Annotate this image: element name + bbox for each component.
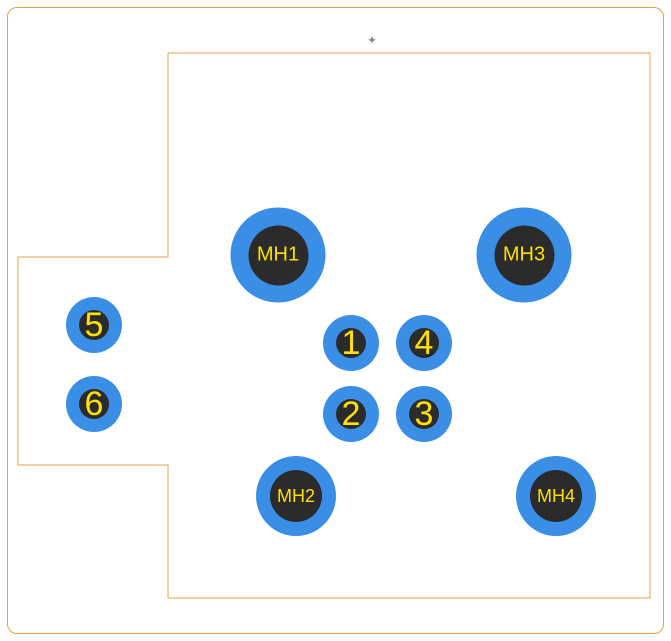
pad-p1: 1 [323, 315, 379, 371]
pad-MH1: MH1 [231, 208, 326, 303]
pcb-footprint-diagram: ✦ MH1 MH3 MH2 MH4 1 4 2 3 5 6 [0, 0, 671, 641]
pad-p3: 3 [396, 386, 452, 442]
pad-p2: 2 [323, 386, 379, 442]
pad-p6: 6 [66, 376, 122, 432]
pad-label: MH1 [257, 244, 299, 267]
pad-label: MH4 [537, 486, 575, 507]
pad-label: MH2 [277, 486, 315, 507]
origin-anchor-icon: ✦ [368, 36, 376, 47]
pad-MH4: MH4 [516, 456, 596, 536]
pad-label: 5 [85, 306, 104, 345]
pad-label: 4 [415, 324, 434, 363]
pad-p5: 5 [66, 297, 122, 353]
pad-label: MH3 [503, 244, 545, 267]
pad-label: 1 [342, 324, 361, 363]
pad-label: 3 [415, 395, 434, 434]
pad-label: 2 [342, 395, 361, 434]
pad-p4: 4 [396, 315, 452, 371]
pad-label: 6 [85, 385, 104, 424]
pad-MH2: MH2 [256, 456, 336, 536]
pad-MH3: MH3 [477, 208, 572, 303]
